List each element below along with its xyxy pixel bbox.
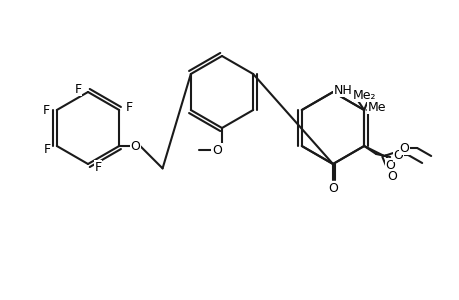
Text: O: O	[398, 142, 408, 154]
Text: Me₂: Me₂	[352, 88, 375, 101]
Text: F: F	[74, 82, 81, 95]
Text: O: O	[386, 169, 396, 182]
Text: O: O	[212, 143, 221, 157]
Text: F: F	[43, 142, 50, 155]
Text: O: O	[327, 182, 337, 194]
Text: F: F	[125, 100, 133, 113]
Text: NH: NH	[333, 83, 352, 97]
Text: Me: Me	[367, 100, 386, 113]
Text: F: F	[42, 103, 49, 116]
Text: F: F	[94, 160, 101, 173]
Text: O: O	[130, 140, 140, 152]
Text: O: O	[392, 148, 402, 161]
Text: O: O	[384, 158, 394, 172]
